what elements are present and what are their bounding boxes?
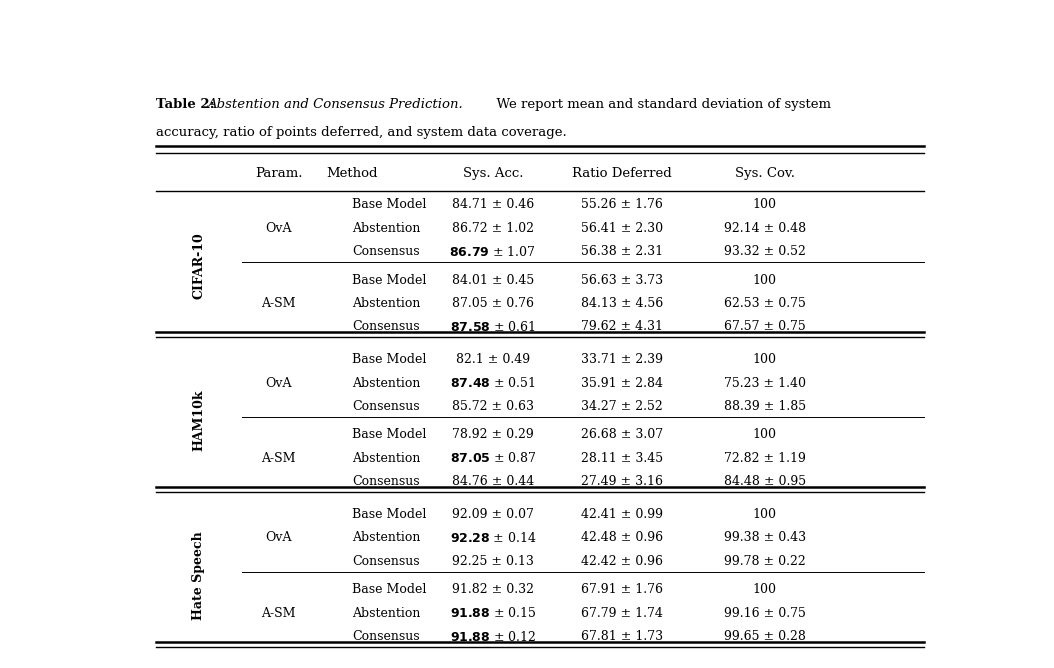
Text: 56.63 ± 3.73: 56.63 ± 3.73 (581, 274, 663, 287)
Text: Base Model: Base Model (352, 583, 427, 597)
Text: A-SM: A-SM (261, 452, 296, 465)
Text: 100: 100 (753, 274, 777, 287)
Text: Table 2:: Table 2: (156, 98, 219, 111)
Text: 99.65 ± 0.28: 99.65 ± 0.28 (724, 630, 805, 643)
Text: 92.14 ± 0.48: 92.14 ± 0.48 (724, 222, 806, 234)
Text: $\mathbf{87.48}$ ± 0.51: $\mathbf{87.48}$ ± 0.51 (450, 376, 535, 390)
Text: $\mathbf{91.88}$ ± 0.15: $\mathbf{91.88}$ ± 0.15 (450, 606, 536, 620)
Text: 87.05 ± 0.76: 87.05 ± 0.76 (452, 297, 533, 310)
Text: 67.57 ± 0.75: 67.57 ± 0.75 (724, 321, 805, 333)
Text: Consensus: Consensus (352, 321, 419, 333)
Text: 56.38 ± 2.31: 56.38 ± 2.31 (581, 245, 663, 258)
Text: 55.26 ± 1.76: 55.26 ± 1.76 (581, 198, 663, 211)
Text: 84.71 ± 0.46: 84.71 ± 0.46 (452, 198, 534, 211)
Text: 99.16 ± 0.75: 99.16 ± 0.75 (724, 607, 805, 620)
Text: Abstention: Abstention (352, 297, 421, 310)
Text: OvA: OvA (266, 377, 292, 389)
Text: 92.09 ± 0.07: 92.09 ± 0.07 (452, 508, 533, 521)
Text: $\mathbf{91.88}$ ± 0.12: $\mathbf{91.88}$ ± 0.12 (450, 630, 535, 643)
Text: 84.01 ± 0.45: 84.01 ± 0.45 (452, 274, 534, 287)
Text: Base Model: Base Model (352, 508, 427, 521)
Text: $\mathbf{87.58}$ ± 0.61: $\mathbf{87.58}$ ± 0.61 (450, 320, 535, 334)
Text: 67.79 ± 1.74: 67.79 ± 1.74 (581, 607, 663, 620)
Text: Hate Speech: Hate Speech (192, 531, 206, 620)
Text: 33.71 ± 2.39: 33.71 ± 2.39 (581, 353, 663, 366)
Text: 100: 100 (753, 198, 777, 211)
Text: Sys. Cov.: Sys. Cov. (735, 167, 795, 180)
Text: 85.72 ± 0.63: 85.72 ± 0.63 (452, 400, 533, 413)
Text: 84.13 ± 4.56: 84.13 ± 4.56 (581, 297, 663, 310)
Text: Consensus: Consensus (352, 630, 419, 643)
Text: Base Model: Base Model (352, 274, 427, 287)
Text: 56.41 ± 2.30: 56.41 ± 2.30 (581, 222, 663, 234)
Text: Abstention: Abstention (352, 531, 421, 544)
Text: 91.82 ± 0.32: 91.82 ± 0.32 (452, 583, 533, 597)
Text: 88.39 ± 1.85: 88.39 ± 1.85 (724, 400, 806, 413)
Text: CIFAR-10: CIFAR-10 (192, 232, 206, 299)
Text: 100: 100 (753, 583, 777, 597)
Text: $\mathbf{92.28}$ ± 0.14: $\mathbf{92.28}$ ± 0.14 (450, 531, 536, 545)
Text: 26.68 ± 3.07: 26.68 ± 3.07 (581, 428, 663, 442)
Text: Consensus: Consensus (352, 245, 419, 258)
Text: 99.38 ± 0.43: 99.38 ± 0.43 (724, 531, 806, 544)
Text: 42.41 ± 0.99: 42.41 ± 0.99 (581, 508, 663, 521)
Text: 92.25 ± 0.13: 92.25 ± 0.13 (452, 554, 533, 568)
Text: Consensus: Consensus (352, 475, 419, 488)
Text: 35.91 ± 2.84: 35.91 ± 2.84 (581, 377, 663, 389)
Text: 72.82 ± 1.19: 72.82 ± 1.19 (724, 452, 805, 465)
Text: 78.92 ± 0.29: 78.92 ± 0.29 (452, 428, 533, 442)
Text: Param.: Param. (255, 167, 302, 180)
Text: Abstention and Consensus Prediction.: Abstention and Consensus Prediction. (207, 98, 463, 111)
Text: 42.48 ± 0.96: 42.48 ± 0.96 (581, 531, 663, 544)
Text: A-SM: A-SM (261, 297, 296, 310)
Text: Sys. Acc.: Sys. Acc. (463, 167, 523, 180)
Text: OvA: OvA (266, 531, 292, 544)
Text: 27.49 ± 3.16: 27.49 ± 3.16 (581, 475, 663, 488)
Text: $\mathbf{87.05}$ ± 0.87: $\mathbf{87.05}$ ± 0.87 (450, 452, 536, 466)
Text: 67.81 ± 1.73: 67.81 ± 1.73 (581, 630, 663, 643)
Text: Abstention: Abstention (352, 607, 421, 620)
Text: Abstention: Abstention (352, 452, 421, 465)
Text: 62.53 ± 0.75: 62.53 ± 0.75 (724, 297, 805, 310)
Text: 100: 100 (753, 428, 777, 442)
Text: 84.48 ± 0.95: 84.48 ± 0.95 (724, 475, 806, 488)
Text: Base Model: Base Model (352, 198, 427, 211)
Text: Consensus: Consensus (352, 554, 419, 568)
Text: accuracy, ratio of points deferred, and system data coverage.: accuracy, ratio of points deferred, and … (156, 126, 567, 140)
Text: Abstention: Abstention (352, 377, 421, 389)
Text: 67.91 ± 1.76: 67.91 ± 1.76 (581, 583, 663, 597)
Text: 93.32 ± 0.52: 93.32 ± 0.52 (724, 245, 805, 258)
Text: Consensus: Consensus (352, 400, 419, 413)
Text: Method: Method (327, 167, 378, 180)
Text: 79.62 ± 4.31: 79.62 ± 4.31 (581, 321, 663, 333)
Text: $\mathbf{86.79}$ ± 1.07: $\mathbf{86.79}$ ± 1.07 (449, 244, 536, 259)
Text: 82.1 ± 0.49: 82.1 ± 0.49 (455, 353, 530, 366)
Text: 100: 100 (753, 353, 777, 366)
Text: OvA: OvA (266, 222, 292, 234)
Text: Base Model: Base Model (352, 353, 427, 366)
Text: 34.27 ± 2.52: 34.27 ± 2.52 (581, 400, 663, 413)
Text: 99.78 ± 0.22: 99.78 ± 0.22 (724, 554, 805, 568)
Text: Base Model: Base Model (352, 428, 427, 442)
Text: 100: 100 (753, 508, 777, 521)
Text: Ratio Deferred: Ratio Deferred (572, 167, 671, 180)
Text: We report mean and standard deviation of system: We report mean and standard deviation of… (488, 98, 831, 111)
Text: 28.11 ± 3.45: 28.11 ± 3.45 (581, 452, 663, 465)
Text: Abstention: Abstention (352, 222, 421, 234)
Text: A-SM: A-SM (261, 607, 296, 620)
Text: 84.76 ± 0.44: 84.76 ± 0.44 (452, 475, 534, 488)
Text: 75.23 ± 1.40: 75.23 ± 1.40 (724, 377, 806, 389)
Text: 42.42 ± 0.96: 42.42 ± 0.96 (581, 554, 663, 568)
Text: HAM10k: HAM10k (192, 390, 206, 452)
Text: 86.72 ± 1.02: 86.72 ± 1.02 (452, 222, 533, 234)
